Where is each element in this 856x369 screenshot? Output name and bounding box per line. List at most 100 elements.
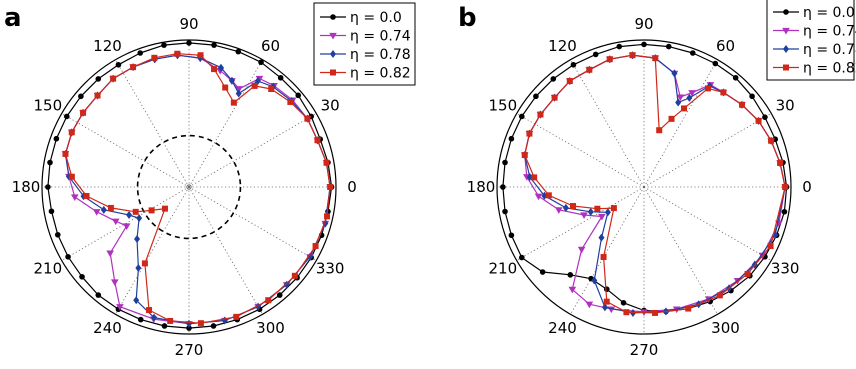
data-point <box>586 66 593 73</box>
data-point <box>508 232 515 239</box>
data-point <box>137 50 144 56</box>
series-line <box>64 54 331 325</box>
data-point <box>676 94 685 102</box>
data-point <box>603 286 610 293</box>
data-point <box>210 323 217 329</box>
data-point <box>577 246 586 254</box>
grid-spoke <box>61 113 190 188</box>
data-point <box>161 323 168 329</box>
data-point <box>616 43 623 50</box>
angle-label-180: 180 <box>12 178 41 196</box>
angle-label-300: 300 <box>256 319 285 337</box>
data-point <box>545 192 552 199</box>
angle-label-30: 30 <box>776 97 795 115</box>
data-point <box>54 231 61 238</box>
data-point <box>598 233 605 242</box>
data-point <box>80 109 87 116</box>
data-point <box>130 64 137 71</box>
angle-label-120: 120 <box>548 37 577 55</box>
data-point <box>665 43 672 50</box>
legend-box <box>766 0 855 81</box>
data-point <box>580 212 588 219</box>
data-point <box>681 105 688 112</box>
data-point <box>95 292 102 298</box>
data-point <box>116 304 124 311</box>
legend-entry: η = 0.78 <box>350 47 411 63</box>
data-point <box>235 48 242 55</box>
angle-label-90: 90 <box>179 15 198 33</box>
data-point <box>106 250 114 258</box>
data-point <box>508 135 515 142</box>
data-point <box>566 78 573 85</box>
data-point <box>174 50 181 57</box>
data-point <box>151 54 158 61</box>
data-point <box>777 160 784 167</box>
data-point <box>268 86 275 93</box>
data-point <box>211 66 218 73</box>
grid-spoke <box>61 186 190 261</box>
data-point <box>111 218 120 226</box>
reference-circle <box>136 134 242 240</box>
data-point <box>585 301 594 309</box>
grid-spoke <box>115 59 190 188</box>
legend-entry: η = 0.82 <box>803 61 856 77</box>
legend-marker <box>330 69 336 76</box>
grid-spoke <box>643 186 718 315</box>
grid-spoke <box>570 186 645 315</box>
data-point <box>652 55 659 62</box>
legend-entry: η = 0.78 <box>803 42 856 58</box>
data-point <box>716 292 723 299</box>
grid-spoke <box>115 186 190 315</box>
data-point <box>500 184 506 190</box>
series-diamond <box>62 51 334 328</box>
data-point <box>675 98 682 107</box>
data-point <box>217 63 224 72</box>
data-point <box>550 76 557 82</box>
data-point <box>167 317 174 324</box>
panel-label-a: a <box>4 3 22 33</box>
data-point <box>146 307 153 314</box>
panel-label-b: b <box>458 3 477 33</box>
data-point <box>277 74 284 81</box>
data-point <box>134 234 141 243</box>
data-point <box>70 194 79 201</box>
data-point <box>323 159 330 166</box>
data-point <box>197 52 204 59</box>
data-point <box>531 174 538 181</box>
data-point <box>502 159 508 166</box>
data-point <box>135 264 142 273</box>
data-point <box>568 286 577 294</box>
data-point <box>744 270 751 277</box>
data-point <box>567 272 574 278</box>
data-point <box>570 61 577 68</box>
data-point <box>641 41 647 48</box>
data-point <box>304 115 311 122</box>
data-point <box>685 305 692 312</box>
series-circle <box>45 40 335 331</box>
data-point <box>781 208 788 215</box>
series-triangle-down <box>61 52 334 328</box>
data-point <box>110 75 117 82</box>
angle-label-150: 150 <box>34 97 63 115</box>
angle-label-60: 60 <box>261 37 280 55</box>
data-point <box>295 92 302 99</box>
grid-spoke <box>643 59 718 188</box>
data-point <box>526 130 533 137</box>
data-point <box>555 207 563 214</box>
legend-marker <box>783 9 789 15</box>
angle-label-210: 210 <box>34 260 63 278</box>
data-point <box>94 92 101 99</box>
data-point <box>537 111 544 118</box>
angle-label-120: 120 <box>93 37 122 55</box>
angle-label-240: 240 <box>93 319 122 337</box>
angle-label-300: 300 <box>711 319 740 337</box>
data-point <box>63 113 70 120</box>
data-point <box>133 296 140 305</box>
data-point <box>688 90 696 97</box>
series-square <box>521 52 789 316</box>
data-point <box>132 208 139 215</box>
